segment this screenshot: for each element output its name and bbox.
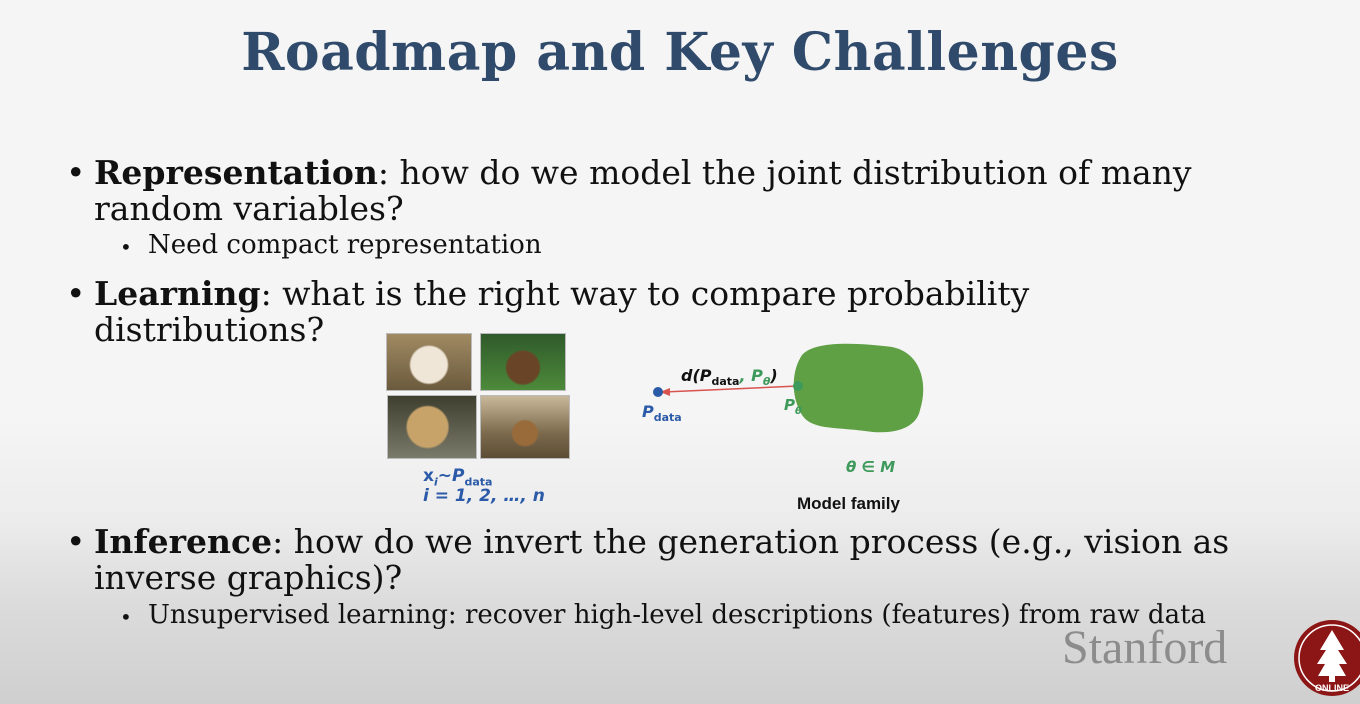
- distance-arrow: [663, 385, 799, 393]
- bullet-dot: •: [66, 153, 86, 192]
- arrow-head: [660, 388, 670, 396]
- p-theta-label: Pθ: [784, 396, 802, 417]
- theta-in-m-label: θ ∈ M: [846, 458, 896, 476]
- model-family-caption: Model family: [797, 494, 900, 513]
- bullet-dot: •: [66, 274, 86, 313]
- distance-label: d(Pdata, Pθ): [681, 366, 778, 389]
- stanford-online-seal: ONLINE: [1294, 620, 1360, 696]
- bullet-text: : how do we invert the generation proces…: [94, 522, 1230, 597]
- dog-photo-3: [387, 395, 477, 459]
- bullet-dot: •: [66, 522, 86, 561]
- p-data-label: Pdata: [642, 402, 682, 425]
- sub-bullet-unsupervised: • Unsupervised learning: recover high-le…: [120, 600, 1206, 630]
- bullet-inference: • Inference: how do we invert the genera…: [66, 524, 1266, 596]
- stanford-wordmark: Stanford: [1062, 621, 1228, 674]
- samples-notation: xi~Pdata: [423, 466, 493, 489]
- distance-diagram: [653, 343, 924, 433]
- bullet-learning: • Learning: what is the right way to com…: [66, 276, 1266, 348]
- p-data-point: [653, 387, 663, 397]
- p-theta-point: [793, 381, 803, 391]
- sub-bullet-text: Need compact representation: [148, 230, 542, 260]
- dog-photo-4: [480, 395, 570, 459]
- slide-title: Roadmap and Key Challenges: [241, 22, 1119, 83]
- dog-photo-2: [480, 333, 566, 391]
- bullet-term: Representation: [94, 153, 378, 192]
- samples-index: i = 1, 2, …, n: [423, 486, 545, 506]
- bullet-text: : what is the right way to compare proba…: [94, 274, 1030, 349]
- seal-text: ONLINE: [1315, 683, 1349, 693]
- bullet-term: Learning: [94, 274, 261, 313]
- sub-bullet-compact: • Need compact representation: [120, 230, 542, 260]
- sub-bullet-dot: •: [120, 605, 132, 629]
- dog-photo-1: [386, 333, 472, 391]
- model-family-blob: [793, 343, 924, 433]
- sub-bullet-text: Unsupervised learning: recover high-leve…: [148, 600, 1207, 630]
- bullet-representation: • Representation: how do we model the jo…: [66, 155, 1266, 227]
- sub-bullet-dot: •: [120, 235, 132, 259]
- bullet-term: Inference: [94, 522, 273, 561]
- bullet-text: : how do we model the joint distribution…: [94, 153, 1192, 228]
